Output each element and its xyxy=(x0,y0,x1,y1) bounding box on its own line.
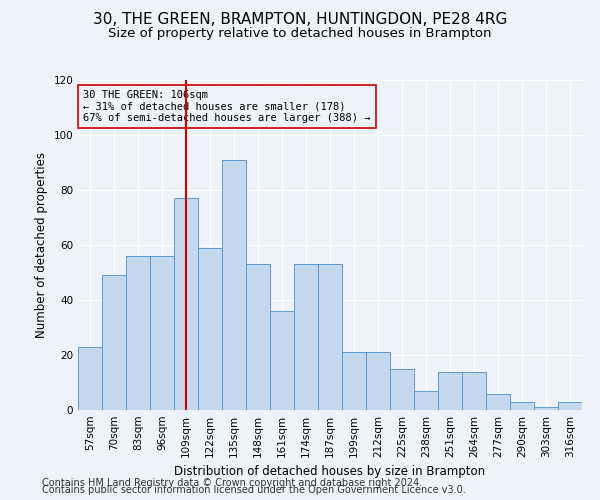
Bar xyxy=(390,369,414,410)
Bar xyxy=(102,275,126,410)
Bar xyxy=(486,394,510,410)
Bar xyxy=(510,402,534,410)
X-axis label: Distribution of detached houses by size in Brampton: Distribution of detached houses by size … xyxy=(175,466,485,478)
Bar xyxy=(126,256,150,410)
Bar xyxy=(294,264,318,410)
Text: Size of property relative to detached houses in Brampton: Size of property relative to detached ho… xyxy=(108,28,492,40)
Text: 30 THE GREEN: 106sqm
← 31% of detached houses are smaller (178)
67% of semi-deta: 30 THE GREEN: 106sqm ← 31% of detached h… xyxy=(83,90,371,123)
Text: Contains public sector information licensed under the Open Government Licence v3: Contains public sector information licen… xyxy=(42,485,466,495)
Bar xyxy=(414,391,438,410)
Bar xyxy=(246,264,270,410)
Bar xyxy=(318,264,342,410)
Bar xyxy=(198,248,222,410)
Bar xyxy=(78,347,102,410)
Bar xyxy=(150,256,174,410)
Bar xyxy=(438,372,462,410)
Text: Contains HM Land Registry data © Crown copyright and database right 2024.: Contains HM Land Registry data © Crown c… xyxy=(42,478,422,488)
Bar xyxy=(534,407,558,410)
Bar xyxy=(174,198,198,410)
Text: 30, THE GREEN, BRAMPTON, HUNTINGDON, PE28 4RG: 30, THE GREEN, BRAMPTON, HUNTINGDON, PE2… xyxy=(93,12,507,28)
Bar xyxy=(342,352,366,410)
Bar xyxy=(366,352,390,410)
Bar xyxy=(270,311,294,410)
Bar xyxy=(222,160,246,410)
Bar xyxy=(462,372,486,410)
Y-axis label: Number of detached properties: Number of detached properties xyxy=(35,152,48,338)
Bar xyxy=(558,402,582,410)
